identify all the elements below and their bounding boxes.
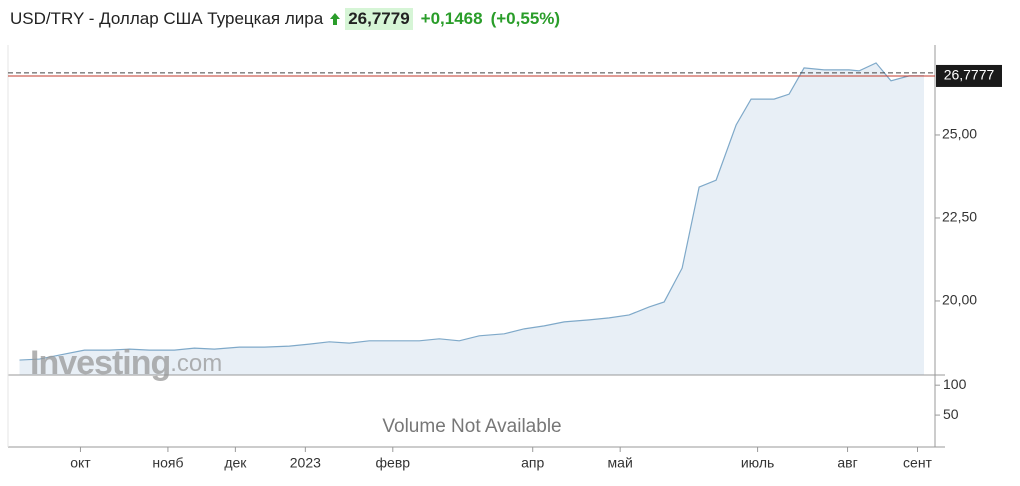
- x-tick-label: февр: [376, 455, 411, 471]
- x-tick-label: авг: [837, 455, 857, 471]
- watermark: Investing.com: [30, 344, 222, 382]
- title: USD/TRY - Доллар США Турецкая лира: [10, 9, 324, 28]
- y-tick-label: 20,00: [942, 292, 977, 308]
- y-tick-label: 25,00: [942, 126, 977, 142]
- x-tick-label: 2023: [290, 455, 321, 471]
- change-percent: (+0,55%): [490, 9, 561, 28]
- x-tick-label: июль: [741, 455, 774, 471]
- volume-y-tick-label: 100: [943, 376, 967, 392]
- watermark-suffix: .com: [170, 350, 222, 377]
- x-tick-label: дек: [224, 455, 247, 471]
- last-price-box: [936, 64, 1002, 87]
- y-tick-label: 22,50: [942, 209, 977, 225]
- area: [19, 62, 925, 376]
- volume-y-tick-label: 50: [943, 406, 959, 422]
- volume-message: Volume Not Available: [382, 416, 561, 437]
- header: USD/TRY - Доллар США Турецкая лира 26,77…: [10, 6, 568, 32]
- last-price-label: 26,7777: [944, 67, 995, 83]
- watermark-name: Investing: [30, 344, 170, 382]
- x-tick-label: сент: [903, 455, 933, 471]
- price: 26,7779: [345, 8, 413, 30]
- change: +0,1468: [420, 9, 483, 28]
- up-arrow: [330, 13, 341, 25]
- x-tick-label: нояб: [152, 455, 183, 471]
- line: [19, 62, 925, 361]
- x-tick-label: окт: [70, 455, 91, 471]
- x-tick-label: май: [608, 455, 633, 471]
- x-tick-label: апр: [521, 455, 544, 471]
